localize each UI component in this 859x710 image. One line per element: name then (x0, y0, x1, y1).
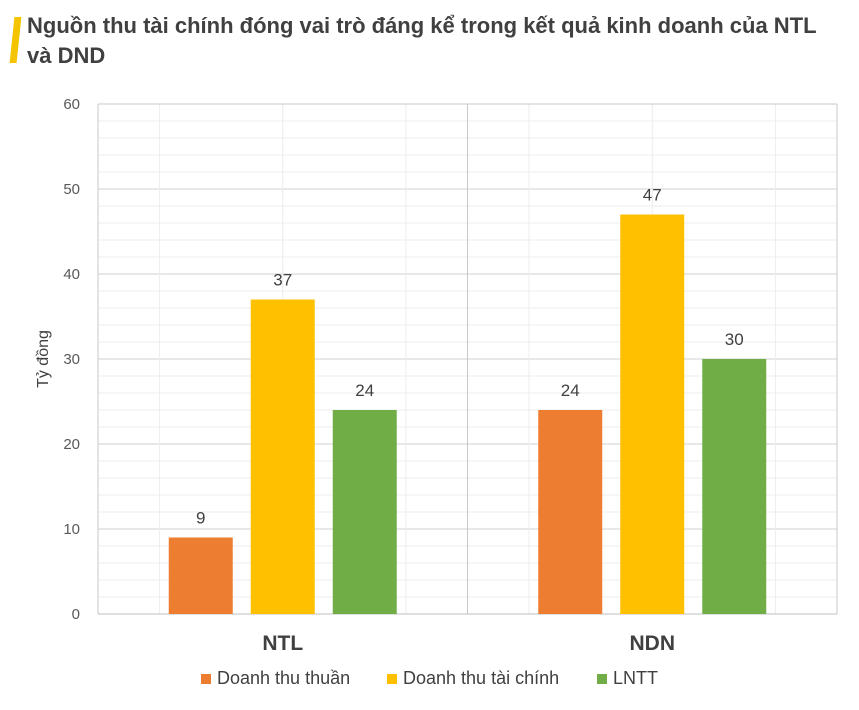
data-label: 24 (561, 381, 580, 400)
legend-swatch (597, 673, 607, 684)
data-label: 9 (196, 509, 205, 528)
legend-label: Doanh thu thuần (217, 668, 351, 688)
chart-title: Nguồn thu tài chính đóng vai trò đáng kể… (27, 13, 817, 68)
y-tick-label: 0 (72, 606, 80, 623)
legend-swatch (201, 673, 211, 684)
y-tick-label: 60 (63, 96, 80, 113)
y-tick-label: 30 (63, 351, 80, 368)
data-label: 24 (355, 381, 374, 400)
legend-item-doanh-thu-thuan: Doanh thu thuần (201, 668, 350, 689)
bar (538, 410, 603, 614)
data-label: 30 (725, 330, 744, 349)
y-tick-label: 10 (63, 521, 80, 538)
bar (702, 359, 767, 614)
bar (620, 214, 685, 614)
bar (332, 410, 397, 614)
legend: Doanh thu thuần Doanh thu tài chính LNTT (0, 668, 859, 692)
legend-swatch (387, 673, 397, 684)
y-tick-label: 20 (63, 436, 80, 453)
legend-label: LNTT (613, 668, 658, 688)
y-tick-label: 50 (63, 181, 80, 198)
y-tick-label: 40 (63, 266, 80, 283)
x-category-label: NTL (262, 632, 303, 655)
legend-item-lntt: LNTT (597, 668, 658, 689)
x-category-label: NDN (630, 632, 676, 655)
legend-label: Doanh thu tài chính (403, 668, 560, 688)
bar (168, 537, 233, 614)
legend-item-doanh-thu-tai-chinh: Doanh thu tài chính (387, 668, 559, 689)
bar (250, 299, 315, 614)
data-label: 37 (273, 271, 292, 290)
data-label: 47 (643, 186, 662, 205)
y-axis-title: Tỷ đồng (35, 330, 52, 388)
